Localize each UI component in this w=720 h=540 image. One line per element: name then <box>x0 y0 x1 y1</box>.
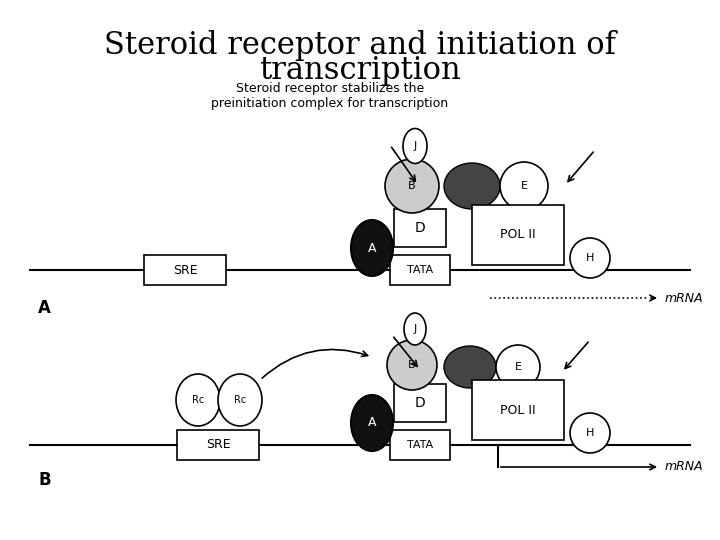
FancyBboxPatch shape <box>472 205 564 265</box>
Circle shape <box>570 238 610 278</box>
Circle shape <box>496 345 540 389</box>
Circle shape <box>500 162 548 210</box>
Text: A: A <box>368 416 377 429</box>
FancyArrowPatch shape <box>262 349 368 378</box>
Ellipse shape <box>444 163 500 209</box>
Text: TATA: TATA <box>407 440 433 450</box>
Ellipse shape <box>218 374 262 426</box>
Ellipse shape <box>351 395 393 451</box>
Text: Steroid receptor and initiation of: Steroid receptor and initiation of <box>104 30 616 61</box>
Text: A: A <box>38 299 51 317</box>
Circle shape <box>385 159 439 213</box>
Text: E: E <box>521 181 528 191</box>
FancyBboxPatch shape <box>394 209 446 247</box>
Text: Rc: Rc <box>234 395 246 405</box>
Ellipse shape <box>444 346 496 388</box>
Text: POL II: POL II <box>500 228 536 241</box>
Text: D: D <box>415 396 426 410</box>
Text: SRE: SRE <box>206 438 230 451</box>
Text: transcription: transcription <box>259 55 461 86</box>
Text: SRE: SRE <box>173 264 197 276</box>
Text: H: H <box>586 253 594 263</box>
FancyBboxPatch shape <box>472 380 564 440</box>
Ellipse shape <box>351 220 393 276</box>
Text: TATA: TATA <box>407 265 433 275</box>
Circle shape <box>570 413 610 453</box>
Text: J: J <box>413 141 417 151</box>
Ellipse shape <box>403 129 427 164</box>
Ellipse shape <box>404 313 426 345</box>
Text: mRNA: mRNA <box>665 292 703 305</box>
FancyBboxPatch shape <box>390 430 450 460</box>
Text: A: A <box>368 241 377 254</box>
FancyBboxPatch shape <box>394 384 446 422</box>
Text: H: H <box>586 428 594 438</box>
FancyBboxPatch shape <box>390 255 450 285</box>
Circle shape <box>387 340 437 390</box>
Text: Rc: Rc <box>192 395 204 405</box>
FancyBboxPatch shape <box>177 430 259 460</box>
Text: J: J <box>413 324 417 334</box>
Text: B: B <box>408 181 416 191</box>
Text: D: D <box>415 221 426 235</box>
Ellipse shape <box>176 374 220 426</box>
FancyBboxPatch shape <box>144 255 226 285</box>
Text: E: E <box>515 362 521 372</box>
Text: B: B <box>408 360 416 370</box>
Text: Steroid receptor stabilizes the
preinitiation complex for transcription: Steroid receptor stabilizes the preiniti… <box>212 82 449 110</box>
Text: POL II: POL II <box>500 403 536 416</box>
Text: mRNA: mRNA <box>665 461 703 474</box>
Text: B: B <box>38 471 50 489</box>
